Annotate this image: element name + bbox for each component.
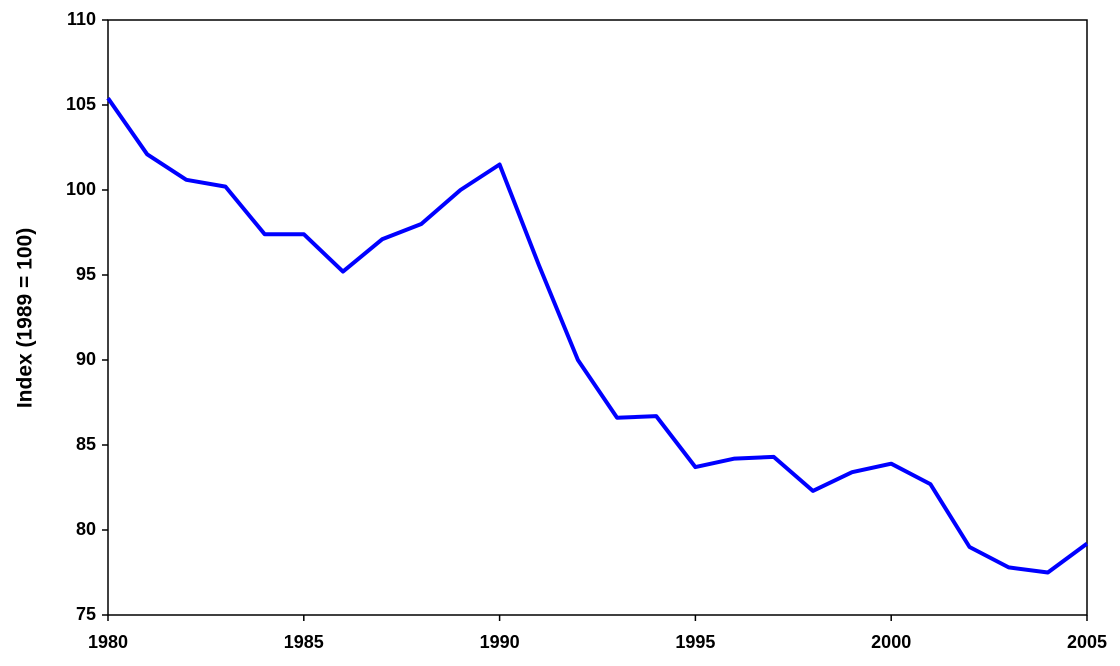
x-tick-label: 1995	[675, 632, 715, 652]
line-series	[106, 97, 1089, 575]
y-tick-label: 95	[76, 264, 96, 284]
x-tick-label: 2000	[871, 632, 911, 652]
y-tick-label: 85	[76, 434, 96, 454]
x-tick-label: 2005	[1067, 632, 1107, 652]
x-tick-label: 1990	[480, 632, 520, 652]
y-tick-label: 100	[66, 179, 96, 199]
y-tick-label: 90	[76, 349, 96, 369]
y-tick-label: 80	[76, 519, 96, 539]
y-tick-label: 105	[66, 94, 96, 114]
y-axis-label: Index (1989 = 100)	[14, 228, 37, 408]
y-tick-label: 75	[76, 604, 96, 624]
x-tick-label: 1980	[88, 632, 128, 652]
x-tick-label: 1985	[284, 632, 324, 652]
y-tick-label: 110	[67, 9, 96, 29]
plot-frame	[107, 19, 1088, 616]
